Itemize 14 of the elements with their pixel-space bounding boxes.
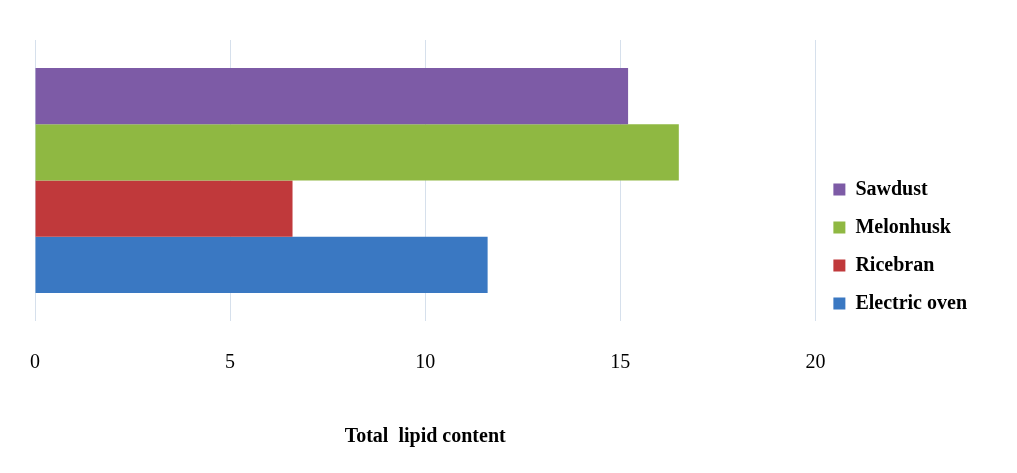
x-tick-label: 10	[415, 350, 436, 373]
bar	[35, 180, 293, 237]
x-tick-label: 15	[610, 350, 631, 373]
bar	[35, 68, 629, 125]
legend-label: Sawdust	[855, 176, 928, 199]
x-tick-label: 0	[30, 350, 40, 373]
legend-label: Melonhusk	[855, 214, 952, 237]
legend-label: Ricebran	[855, 252, 935, 275]
x-axis-title: Total lipid content	[344, 424, 506, 448]
legend-label: Electric oven	[855, 290, 967, 313]
x-tick-label: 20	[805, 350, 826, 373]
bar	[35, 236, 488, 293]
x-tick-label: 5	[225, 350, 236, 373]
bar	[35, 124, 679, 181]
